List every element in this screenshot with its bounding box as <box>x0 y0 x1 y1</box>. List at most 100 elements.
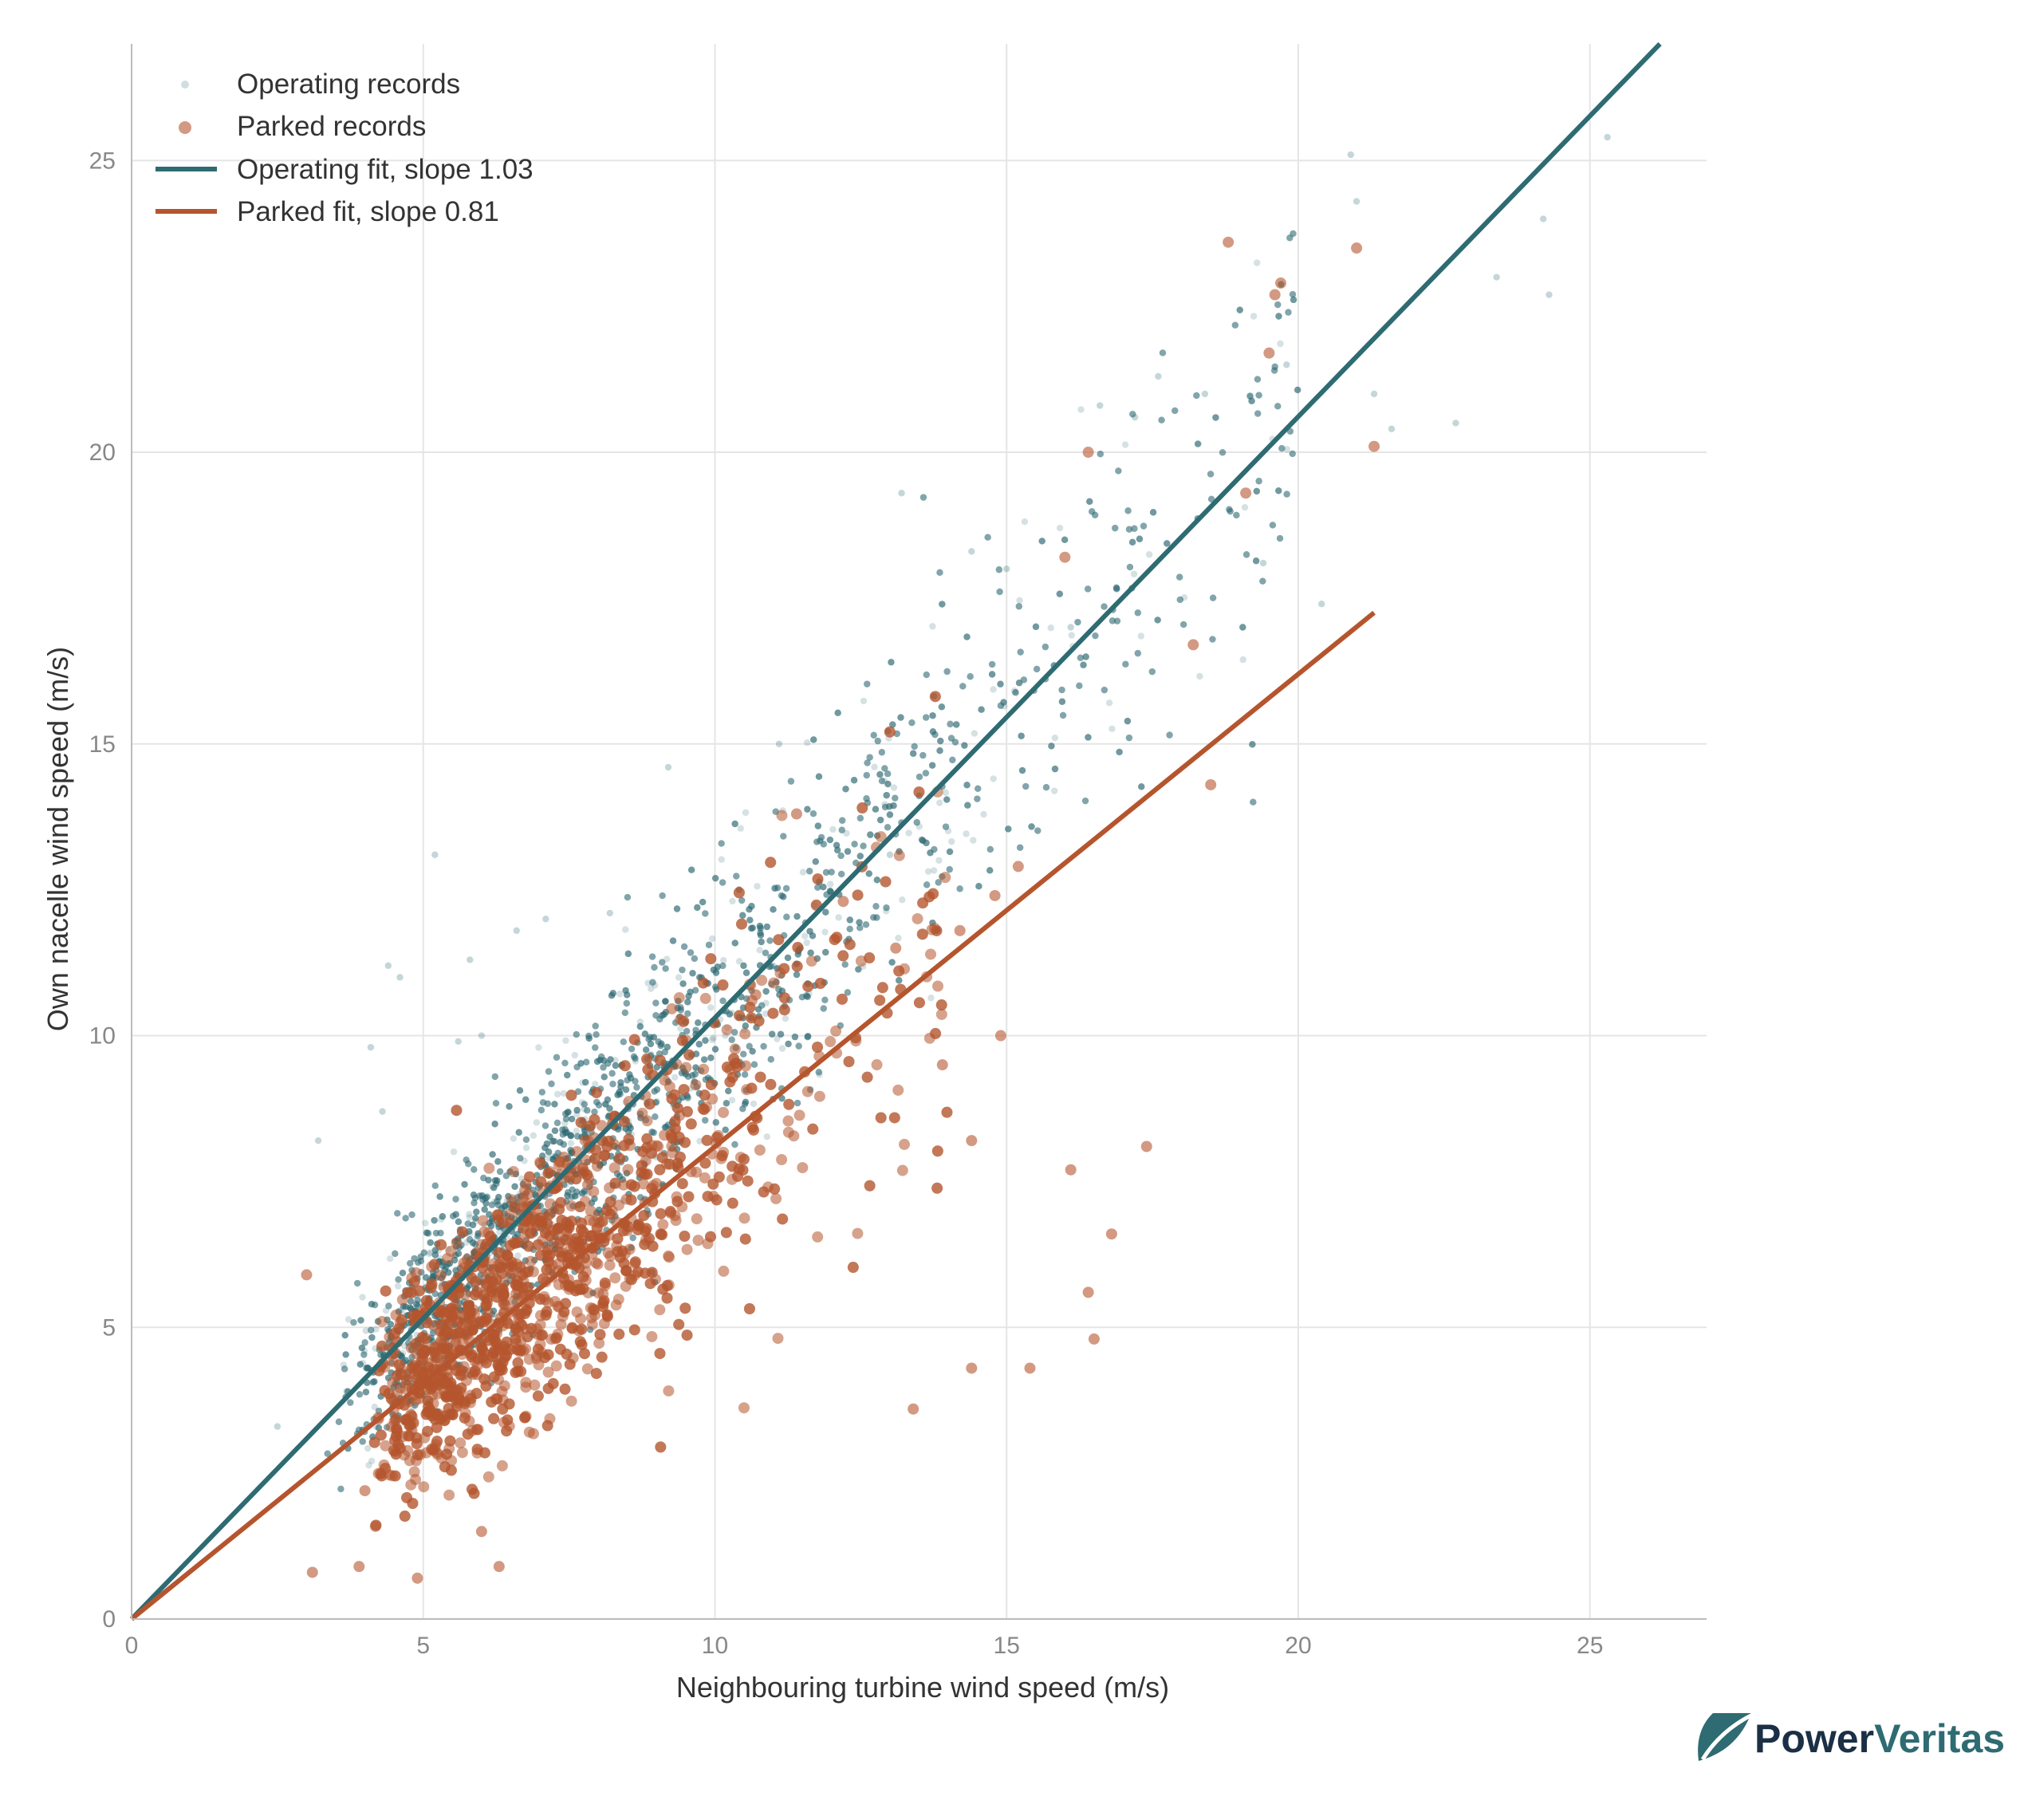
operating-point <box>975 883 982 890</box>
operating-point <box>757 924 764 932</box>
operating-point <box>815 773 823 780</box>
operating-point <box>357 1317 364 1324</box>
operating-point <box>560 1089 567 1097</box>
operating-point <box>763 923 771 931</box>
operating-point <box>347 1399 354 1406</box>
operating-point <box>1164 540 1171 547</box>
operating-point <box>812 858 819 865</box>
operating-point <box>892 794 899 802</box>
operating-point <box>541 1144 549 1152</box>
operating-point <box>943 796 951 803</box>
operating-point <box>673 905 681 912</box>
operating-point <box>455 1250 463 1257</box>
operating-point <box>774 884 782 892</box>
operating-point <box>337 1485 345 1493</box>
operating-point <box>620 1038 628 1046</box>
operating-point <box>1276 534 1284 542</box>
operating-point <box>514 1231 522 1238</box>
operating-point <box>510 1135 518 1142</box>
operating-point <box>481 1206 488 1213</box>
operating-point <box>1047 624 1054 632</box>
operating-point <box>486 1211 493 1218</box>
operating-point <box>627 1125 634 1132</box>
operating-point <box>844 848 852 855</box>
operating-point <box>386 1255 394 1263</box>
operating-point <box>1105 699 1113 707</box>
operating-point <box>886 811 894 818</box>
operating-point <box>1038 538 1045 545</box>
operating-point <box>804 1033 811 1041</box>
operating-point <box>820 841 827 848</box>
operating-point <box>490 1184 498 1192</box>
operating-point <box>648 985 655 992</box>
operating-point <box>652 1011 660 1019</box>
operating-point <box>387 1321 395 1328</box>
operating-point <box>804 806 811 813</box>
operating-point <box>533 1119 541 1126</box>
operating-point <box>1101 686 1108 694</box>
operating-point <box>1276 534 1284 542</box>
operating-point <box>1034 827 1042 834</box>
operating-point <box>1125 526 1133 533</box>
operating-point <box>695 1019 702 1026</box>
operating-point <box>662 998 669 1005</box>
operating-point <box>779 893 787 900</box>
operating-point <box>923 839 930 847</box>
operating-point <box>494 1201 502 1209</box>
operating-point <box>746 1042 753 1050</box>
operating-point <box>1134 609 1142 617</box>
operating-point <box>740 962 747 970</box>
operating-point <box>616 991 624 998</box>
operating-point <box>774 1035 781 1042</box>
operating-point <box>341 1365 348 1373</box>
operating-point <box>624 893 632 901</box>
operating-point <box>368 1333 376 1341</box>
operating-point <box>775 986 782 993</box>
operating-point <box>814 822 822 829</box>
operating-point <box>1239 656 1246 664</box>
operating-point <box>626 1071 633 1078</box>
operating-point <box>833 846 841 854</box>
operating-point <box>1086 498 1093 506</box>
operating-point <box>1012 689 1019 696</box>
operating-point <box>501 1203 509 1211</box>
operating-point <box>720 956 727 964</box>
operating-point <box>959 683 967 690</box>
operating-point <box>515 1129 522 1137</box>
operating-point <box>663 955 671 963</box>
operating-point <box>802 992 810 999</box>
operating-point <box>422 1274 430 1281</box>
operating-point <box>407 1259 414 1267</box>
operating-point <box>578 1099 586 1106</box>
operating-point <box>685 992 692 1000</box>
operating-point <box>804 1033 811 1041</box>
operating-point <box>541 1122 549 1129</box>
operating-point <box>1018 732 1025 739</box>
operating-point <box>382 1307 390 1314</box>
operating-point <box>684 1094 691 1101</box>
operating-point <box>651 1088 658 1095</box>
operating-point <box>530 1132 537 1139</box>
operating-point <box>624 950 632 958</box>
operating-point <box>429 1329 437 1337</box>
operating-point <box>501 1202 509 1209</box>
operating-point <box>494 1196 502 1203</box>
operating-point <box>537 1106 545 1114</box>
operating-point <box>485 1176 492 1184</box>
operating-point <box>437 1215 445 1223</box>
operating-point <box>622 987 629 995</box>
operating-point <box>645 1035 652 1043</box>
operating-point <box>756 922 764 930</box>
operating-point <box>614 1091 621 1099</box>
operating-point <box>341 1331 348 1339</box>
operating-point <box>835 914 842 921</box>
operating-point <box>702 1117 709 1124</box>
operating-point <box>740 1050 747 1058</box>
operating-point <box>712 1119 719 1126</box>
operating-point <box>1209 594 1217 601</box>
operating-point <box>946 848 954 856</box>
operating-point <box>872 806 880 813</box>
operating-point <box>1101 686 1108 694</box>
operating-point <box>961 742 968 749</box>
operating-point <box>624 893 632 901</box>
